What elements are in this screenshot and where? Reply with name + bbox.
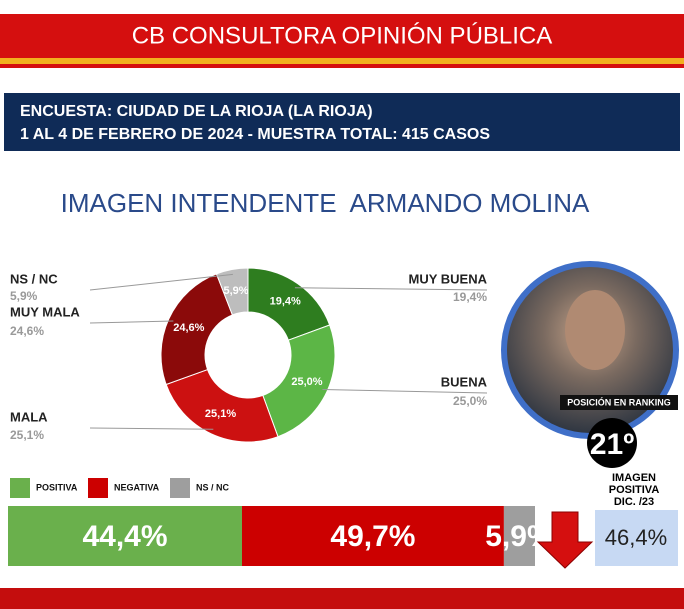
bar-segment bbox=[241, 506, 504, 566]
category-label: MALA bbox=[10, 409, 48, 424]
bar-label: 44,4% bbox=[82, 520, 167, 553]
legend-label: NS / NC bbox=[196, 482, 230, 492]
category-label: MUY MALA bbox=[10, 304, 80, 319]
header-stripe bbox=[0, 58, 684, 64]
category-value: 5,9% bbox=[10, 289, 38, 303]
donut-segment bbox=[215, 267, 249, 316]
category-value: 24,6% bbox=[10, 324, 44, 338]
leader-line bbox=[89, 320, 174, 324]
ranking-label-bg bbox=[560, 395, 678, 410]
header-band bbox=[0, 14, 684, 58]
header-stripe bbox=[0, 64, 684, 68]
leader-line bbox=[294, 287, 488, 291]
category-label: NS / NC bbox=[10, 271, 58, 286]
previous-value: 46,4% bbox=[605, 525, 667, 550]
legend-label: NEGATIVA bbox=[114, 482, 160, 492]
segment-label: 25,0% bbox=[291, 376, 322, 388]
donut-segment bbox=[262, 324, 336, 438]
ranking-position: 21º bbox=[590, 428, 634, 461]
previous-label: IMAGEN bbox=[612, 472, 656, 484]
footer-band bbox=[0, 588, 684, 609]
legend-swatch bbox=[88, 478, 108, 498]
leader-line bbox=[89, 273, 233, 291]
survey-line: 1 AL 4 DE FEBRERO DE 2024 - MUESTRA TOTA… bbox=[20, 126, 490, 143]
bar-label: 49,7% bbox=[330, 520, 415, 553]
category-value: 25,0% bbox=[453, 394, 487, 408]
ranking-label: POSICIÓN EN RANKING bbox=[567, 396, 671, 407]
chart-title: IMAGEN INTENDENTE ARMANDO MOLINA bbox=[61, 188, 590, 218]
leader-line bbox=[89, 427, 214, 430]
legend-swatch bbox=[10, 478, 30, 498]
bar-segment bbox=[8, 506, 242, 566]
down-arrow bbox=[536, 511, 594, 569]
segment-label: 24,6% bbox=[173, 322, 204, 334]
bar-segment bbox=[503, 506, 535, 566]
category-value: 25,1% bbox=[10, 428, 44, 442]
donut-segment bbox=[165, 368, 279, 443]
leader-line bbox=[322, 388, 488, 394]
category-label: MUY BUENA bbox=[409, 271, 488, 286]
ranking-badge bbox=[587, 418, 637, 468]
category-value: 19,4% bbox=[453, 290, 487, 304]
previous-box bbox=[595, 510, 678, 566]
donut-segment bbox=[160, 273, 234, 386]
segment-label: 5,9% bbox=[223, 285, 248, 297]
legend-swatch bbox=[170, 478, 190, 498]
segment-label: 25,1% bbox=[205, 408, 236, 420]
previous-label: POSITIVA bbox=[609, 484, 660, 496]
previous-label: DIC. /23 bbox=[614, 496, 654, 508]
bar-label: 5,9% bbox=[485, 520, 553, 553]
category-label: BUENA bbox=[441, 374, 488, 389]
photo-face bbox=[565, 290, 625, 370]
survey-box bbox=[4, 93, 680, 151]
legend-label: POSITIVA bbox=[36, 482, 78, 492]
brand: CB CONSULTORA OPINIÓN PÚBLICA bbox=[132, 22, 553, 49]
survey-line: ENCUESTA: CIUDAD DE LA RIOJA (LA RIOJA) bbox=[20, 103, 373, 120]
segment-label: 19,4% bbox=[270, 296, 301, 308]
